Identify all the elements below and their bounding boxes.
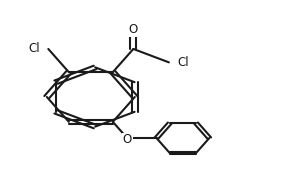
Text: O: O bbox=[123, 133, 132, 146]
Text: Cl: Cl bbox=[178, 56, 189, 69]
Text: O: O bbox=[129, 23, 138, 36]
Text: Cl: Cl bbox=[28, 42, 39, 55]
